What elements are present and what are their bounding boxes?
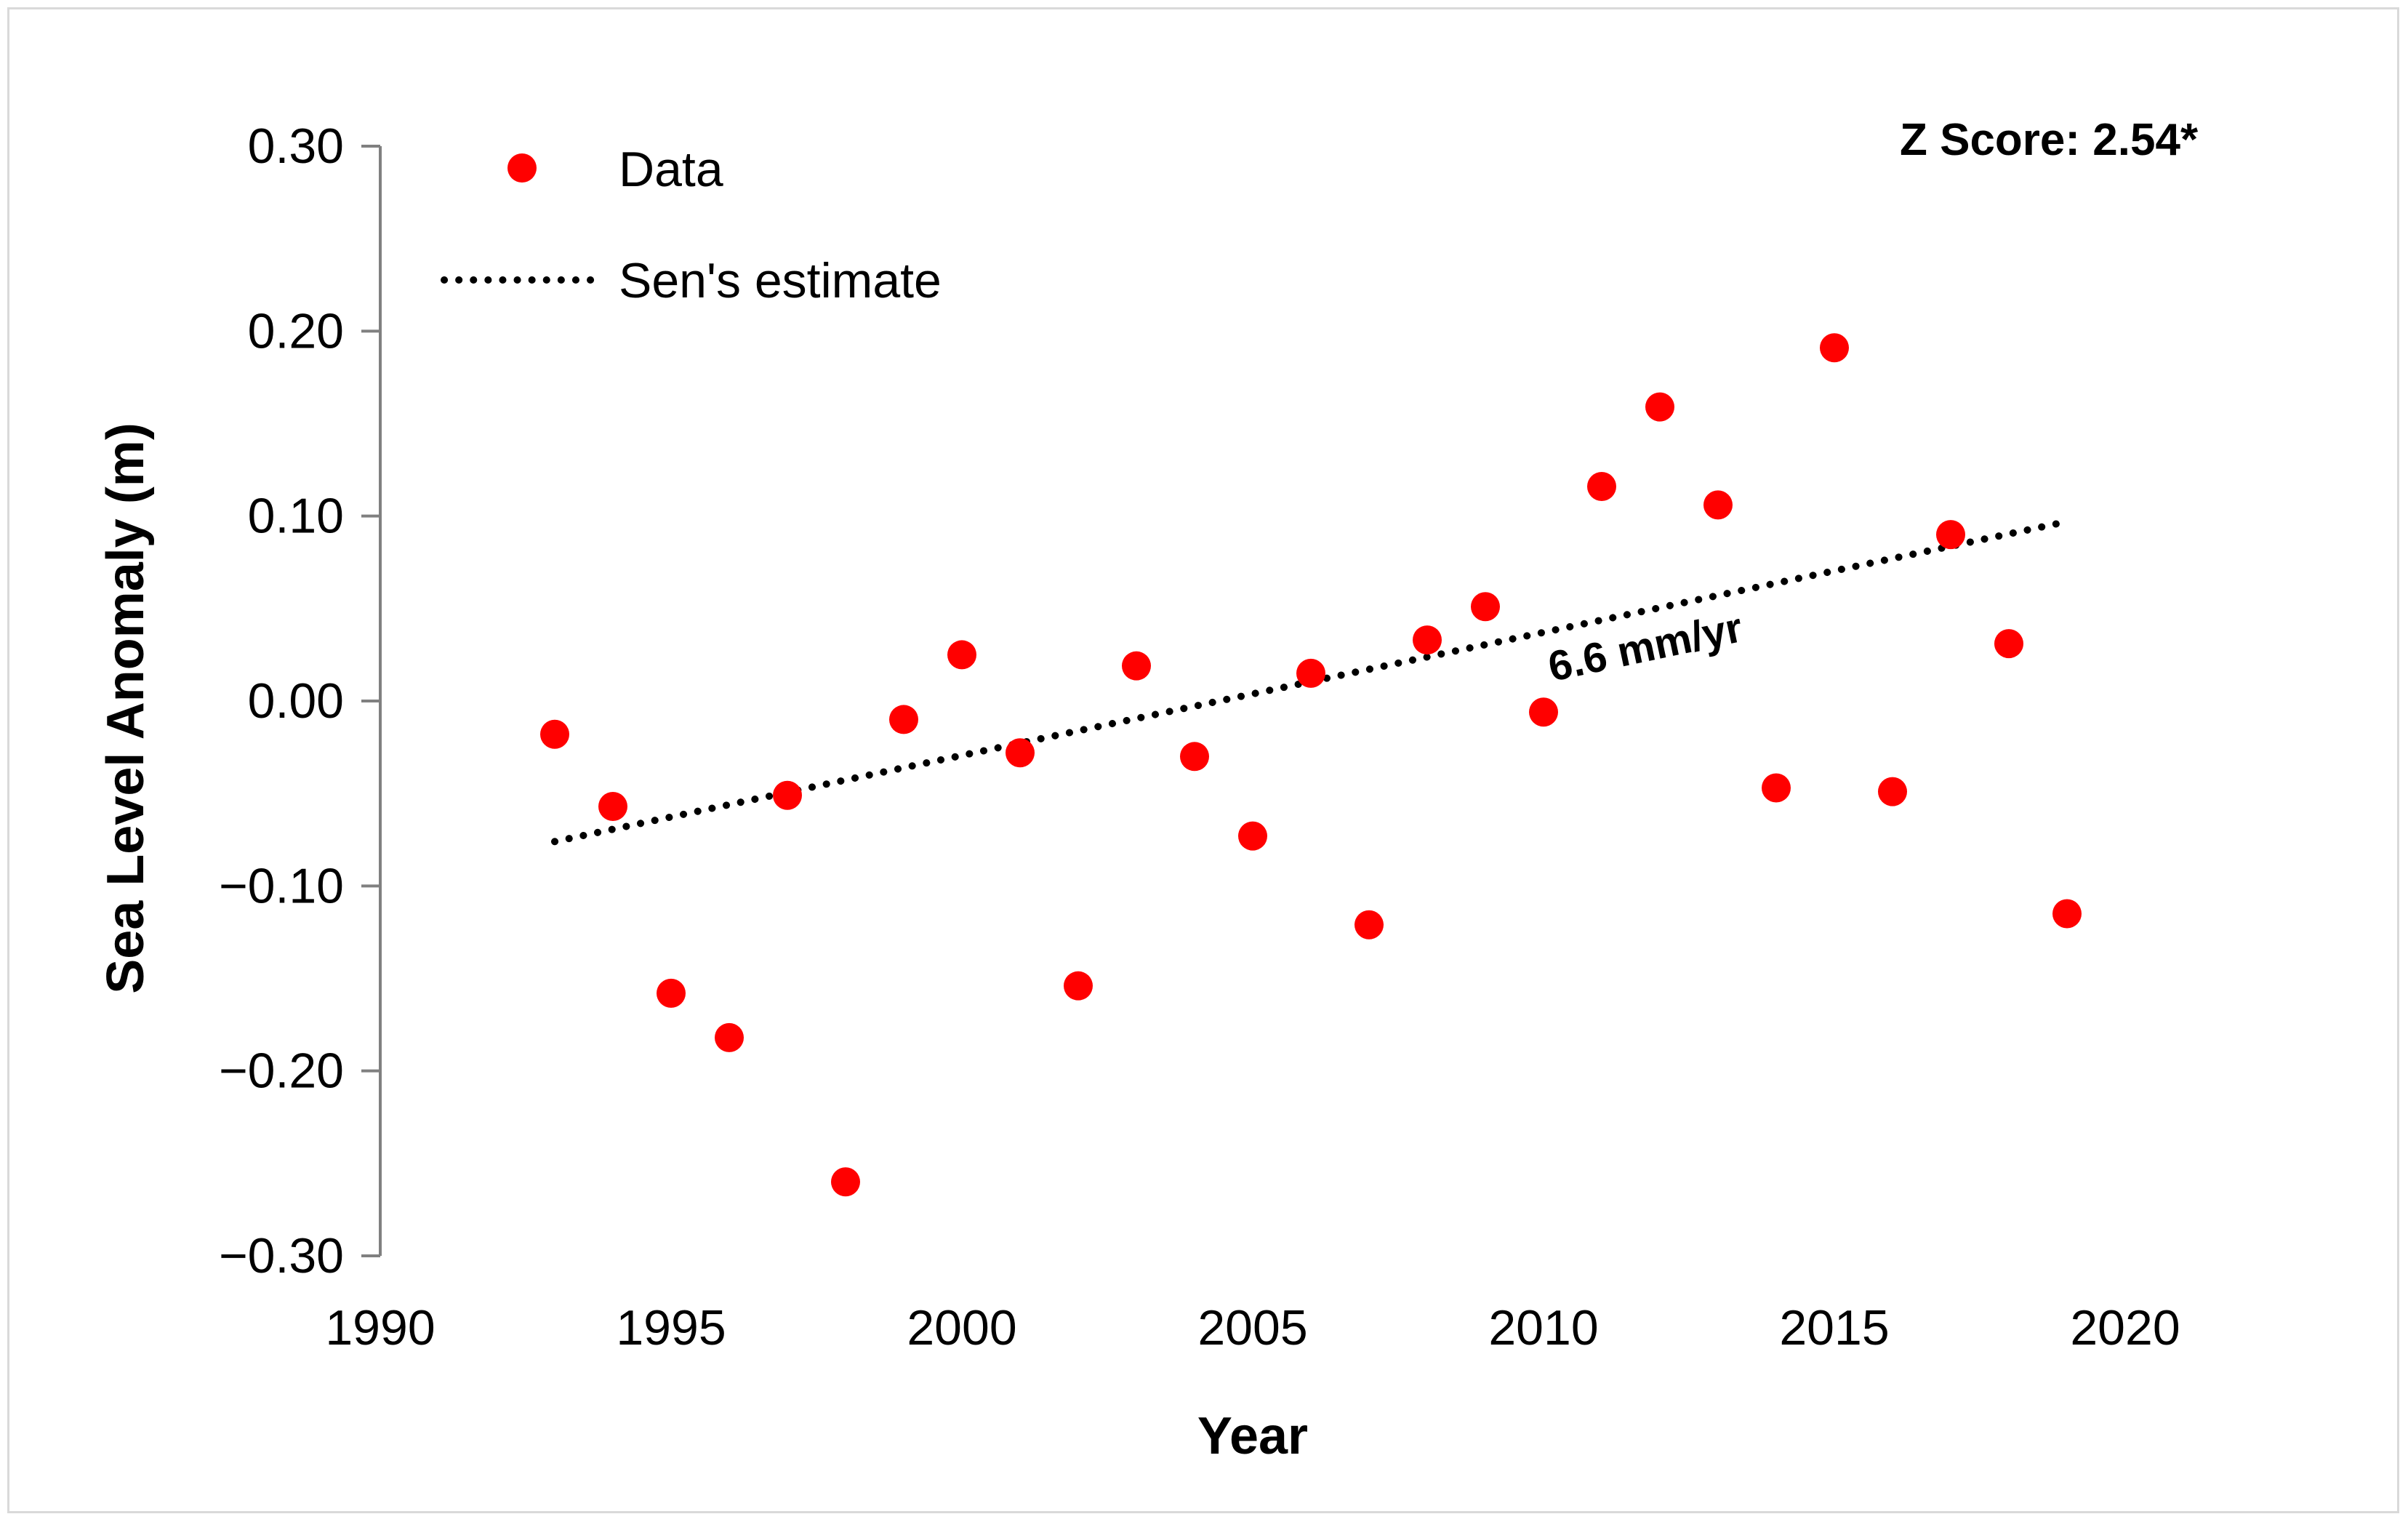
legend: Data Sen's estimate: [441, 142, 942, 308]
x-tick-label: 2010: [1488, 1300, 1598, 1355]
x-tick-label: 1995: [616, 1300, 726, 1355]
data-point: [1587, 471, 1616, 501]
data-points: [540, 333, 2082, 1197]
data-point: [1006, 738, 1035, 768]
x-axis-ticks: 1990 1995 2000 2005 2010 2015 2020: [325, 1300, 2180, 1355]
y-tick-label: −0.20: [219, 1044, 344, 1099]
x-tick-label: 2000: [907, 1300, 1016, 1355]
x-tick-label: 2015: [1779, 1300, 1889, 1355]
y-tick-label: 0.20: [248, 303, 344, 359]
data-point: [1296, 658, 1325, 688]
data-point: [1529, 697, 1558, 727]
y-tick-label: 0.10: [248, 489, 344, 544]
data-point: [1413, 625, 1442, 655]
data-point: [1645, 392, 1674, 422]
data-point: [1820, 333, 1849, 363]
data-point: [1878, 777, 1907, 806]
y-axis-ticks: 0.30 0.20 0.10 0.00 −0.10 −0.20 −0.30: [219, 119, 380, 1283]
y-tick-label: 0.00: [248, 673, 344, 729]
data-point: [1122, 651, 1151, 681]
data-point: [715, 1022, 744, 1052]
data-point: [598, 791, 627, 821]
data-point: [773, 780, 802, 810]
data-point: [831, 1167, 860, 1197]
y-tick-label: 0.30: [248, 119, 344, 174]
data-point: [1064, 971, 1093, 1001]
data-point: [1994, 629, 2023, 659]
x-tick-label: 2005: [1197, 1300, 1307, 1355]
x-axis-title: Year: [1197, 1407, 1308, 1465]
data-point: [1354, 910, 1384, 940]
data-point: [889, 705, 918, 734]
legend-label-sens-estimate: Sen's estimate: [619, 253, 942, 308]
data-point: [1471, 592, 1500, 622]
y-tick-label: −0.10: [219, 858, 344, 913]
chart-frame: 0.30 0.20 0.10 0.00 −0.10 −0.20 −0.30 1990 1995…: [7, 7, 2399, 1513]
slope-annotation: 6.6 mm/yr: [1544, 604, 1746, 691]
data-point: [657, 978, 686, 1008]
axes: 0.30 0.20 0.10 0.00 −0.10 −0.20 −0.30 1990 1995…: [219, 119, 2180, 1355]
data-point: [1180, 742, 1209, 772]
y-axis-title: Sea Level Anomaly (m): [97, 422, 155, 994]
data-point: [540, 719, 569, 749]
x-tick-label: 2020: [2070, 1300, 2180, 1355]
legend-marker-data: [507, 153, 537, 183]
data-point: [1703, 490, 1733, 520]
scatter-chart: 0.30 0.20 0.10 0.00 −0.10 −0.20 −0.30 1990 1995…: [97, 115, 2199, 1465]
z-score-annotation: Z Score: 2.54*: [1900, 115, 2199, 165]
data-point: [1762, 773, 1791, 803]
x-tick-label: 1990: [325, 1300, 435, 1355]
y-tick-label: −0.30: [219, 1228, 344, 1283]
data-point: [1936, 520, 1965, 550]
data-point: [2052, 899, 2082, 929]
data-point: [1238, 821, 1267, 851]
data-point: [947, 640, 976, 670]
legend-label-data: Data: [619, 142, 723, 197]
